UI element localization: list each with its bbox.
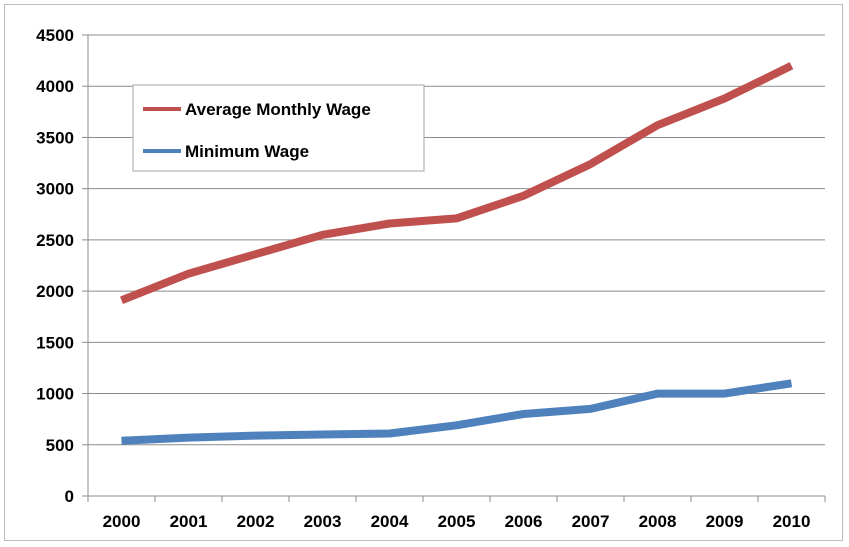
series-lines <box>120 62 794 445</box>
y-tick-label: 500 <box>46 436 74 455</box>
x-tick-label: 2006 <box>505 512 543 531</box>
x-tick-label: 2007 <box>572 512 610 531</box>
legend-label-average-monthly-wage: Average Monthly Wage <box>185 100 371 119</box>
series-line-minimum-wage <box>121 379 793 445</box>
x-tick-label: 2005 <box>438 512 476 531</box>
x-tick-label: 2001 <box>170 512 208 531</box>
y-tick-label: 0 <box>65 487 74 506</box>
legend: Average Monthly Wage Minimum Wage <box>132 84 425 172</box>
x-tick-label: 2002 <box>237 512 275 531</box>
x-axis-tick-labels: 2000 2001 2002 2003 2004 2005 2006 2007 2008 2009… <box>103 512 811 531</box>
y-tick-label: 1000 <box>36 385 74 404</box>
x-tick-label: 2010 <box>773 512 811 531</box>
legend-label-minimum-wage: Minimum Wage <box>185 142 309 161</box>
y-tick-label: 4000 <box>36 77 74 96</box>
y-tick-label: 3000 <box>36 180 74 199</box>
y-tick-label: 2500 <box>36 231 74 250</box>
y-tick-label: 1500 <box>36 333 74 352</box>
x-tick-label: 2009 <box>706 512 744 531</box>
line-chart: 0 500 1000 1500 2000 2500 3000 3500 4000 4500 200… <box>36 26 826 531</box>
x-tick-label: 2003 <box>304 512 342 531</box>
y-tick-label: 3500 <box>36 128 74 147</box>
x-tick-label: 2000 <box>103 512 141 531</box>
x-tick-label: 2008 <box>639 512 677 531</box>
axes <box>82 34 826 502</box>
y-axis-tick-labels: 0 500 1000 1500 2000 2500 3000 3500 4000 4500 <box>36 26 74 506</box>
x-tick-label: 2004 <box>371 512 409 531</box>
y-tick-label: 4500 <box>36 26 74 45</box>
y-tick-label: 2000 <box>36 282 74 301</box>
chart-frame: 0 500 1000 1500 2000 2500 3000 3500 4000 4500 200… <box>4 4 843 541</box>
legend-box <box>132 84 425 172</box>
